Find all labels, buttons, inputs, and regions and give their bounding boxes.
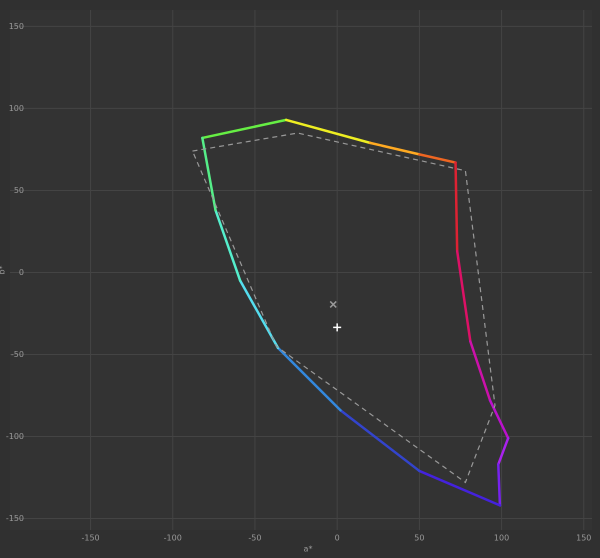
- x-tick-label: 0: [335, 534, 340, 543]
- gamut-edge: [201, 118, 288, 140]
- x-axis-label: a*: [304, 545, 313, 554]
- gamut-edge: [418, 153, 457, 164]
- gamut-edge: [497, 463, 502, 507]
- gamut-edge: [418, 469, 502, 507]
- y-tick-label: -100: [6, 432, 24, 441]
- y-axis-label: b*: [0, 265, 7, 274]
- gamut-edge: [284, 118, 372, 145]
- gamut-edge: [214, 208, 242, 282]
- point-marker: [333, 323, 342, 332]
- reference-gamut: [191, 132, 496, 484]
- gamut-edge: [368, 141, 421, 156]
- gamut-edge: [339, 409, 421, 473]
- x-tick-label: 150: [576, 534, 591, 543]
- gamut-edge: [276, 346, 342, 412]
- y-tick-label: 150: [9, 22, 24, 31]
- y-tick-label: 0: [19, 268, 24, 277]
- y-tick-label: 100: [9, 104, 24, 113]
- gamut-edge: [469, 340, 492, 402]
- point-marker: [329, 300, 337, 308]
- x-tick-label: -150: [81, 534, 99, 543]
- x-tick-label: -100: [164, 534, 182, 543]
- y-tick-label: -50: [11, 350, 24, 359]
- y-tick-label: 50: [14, 186, 24, 195]
- x-tick-label: 100: [494, 534, 509, 543]
- plot-area: [10, 10, 592, 530]
- gamut-edge: [455, 249, 472, 343]
- gamut-edge: [497, 436, 510, 466]
- y-tick-label: -150: [6, 514, 24, 523]
- x-tick-label: 50: [414, 534, 424, 543]
- x-tick-label: -50: [248, 534, 261, 543]
- gamut-edge: [488, 399, 510, 440]
- gamut-edge: [454, 161, 459, 253]
